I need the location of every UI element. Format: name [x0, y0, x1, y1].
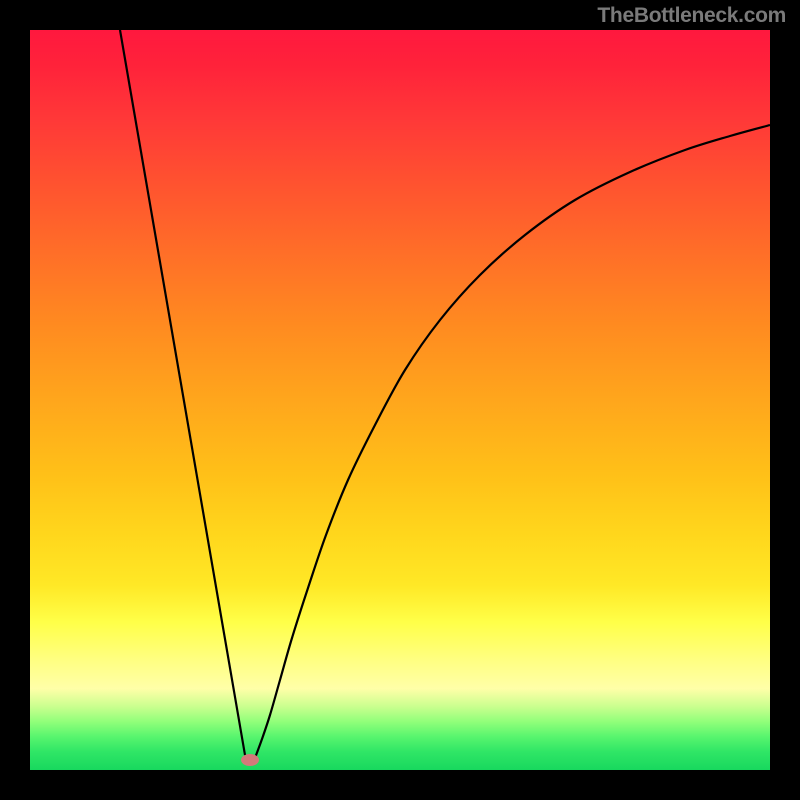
plot-area — [30, 30, 770, 770]
curve-right-segment — [255, 125, 770, 758]
bottleneck-curve — [30, 30, 770, 770]
watermark-text: TheBottleneck.com — [597, 4, 786, 28]
curve-left-segment — [120, 30, 245, 755]
minimum-marker — [241, 754, 259, 766]
